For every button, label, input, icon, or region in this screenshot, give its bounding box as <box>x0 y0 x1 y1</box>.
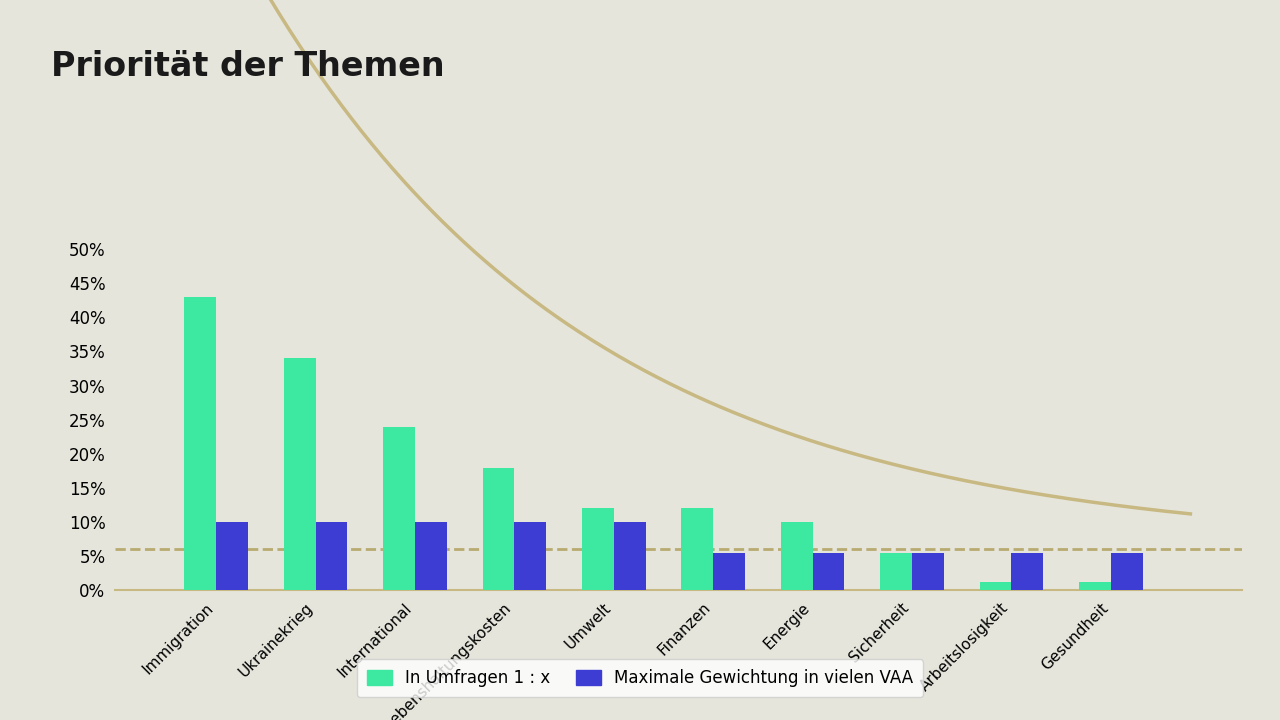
Bar <box>781 522 813 590</box>
Bar <box>913 553 943 590</box>
Bar <box>813 553 845 590</box>
Bar <box>316 522 347 590</box>
Bar <box>582 508 614 590</box>
Bar <box>216 522 248 590</box>
Bar <box>713 553 745 590</box>
Bar <box>681 508 713 590</box>
Bar <box>1111 553 1143 590</box>
Bar <box>383 426 415 590</box>
Bar <box>1011 553 1043 590</box>
Bar <box>184 297 216 590</box>
Bar <box>979 582 1011 590</box>
Bar <box>515 522 547 590</box>
Bar <box>614 522 645 590</box>
Bar <box>881 553 913 590</box>
Bar <box>483 467 515 590</box>
Legend: In Umfragen 1 : x, Maximale Gewichtung in vielen VAA: In Umfragen 1 : x, Maximale Gewichtung i… <box>357 660 923 697</box>
Bar <box>415 522 447 590</box>
Text: Priorität der Themen: Priorität der Themen <box>51 50 445 84</box>
Bar <box>284 359 316 590</box>
Bar <box>1079 582 1111 590</box>
